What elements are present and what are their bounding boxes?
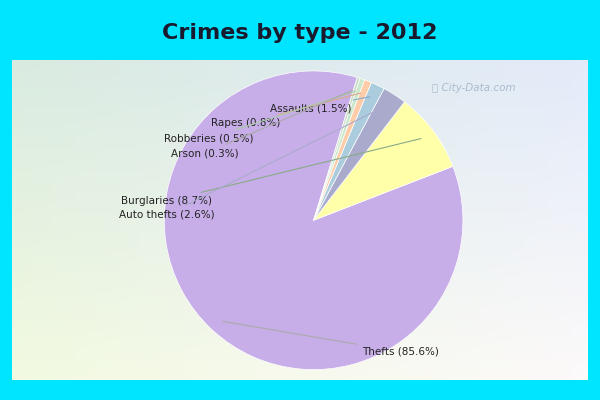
Text: Arson (0.3%): Arson (0.3%) [172,90,352,158]
Text: Crimes by type - 2012: Crimes by type - 2012 [163,23,437,43]
Text: Auto thefts (2.6%): Auto thefts (2.6%) [119,106,386,219]
Wedge shape [314,102,453,220]
Wedge shape [164,71,463,370]
Wedge shape [314,78,360,220]
Wedge shape [314,89,404,220]
Wedge shape [314,78,364,220]
Text: Thefts (85.6%): Thefts (85.6%) [223,321,439,357]
Text: Rapes (0.8%): Rapes (0.8%) [211,93,361,128]
Wedge shape [314,82,384,220]
Wedge shape [314,80,371,220]
Text: Robberies (0.5%): Robberies (0.5%) [164,91,356,143]
Text: Assaults (1.5%): Assaults (1.5%) [270,97,370,113]
Text: ⓘ City-Data.com: ⓘ City-Data.com [431,83,515,93]
Text: Burglaries (8.7%): Burglaries (8.7%) [121,138,421,206]
